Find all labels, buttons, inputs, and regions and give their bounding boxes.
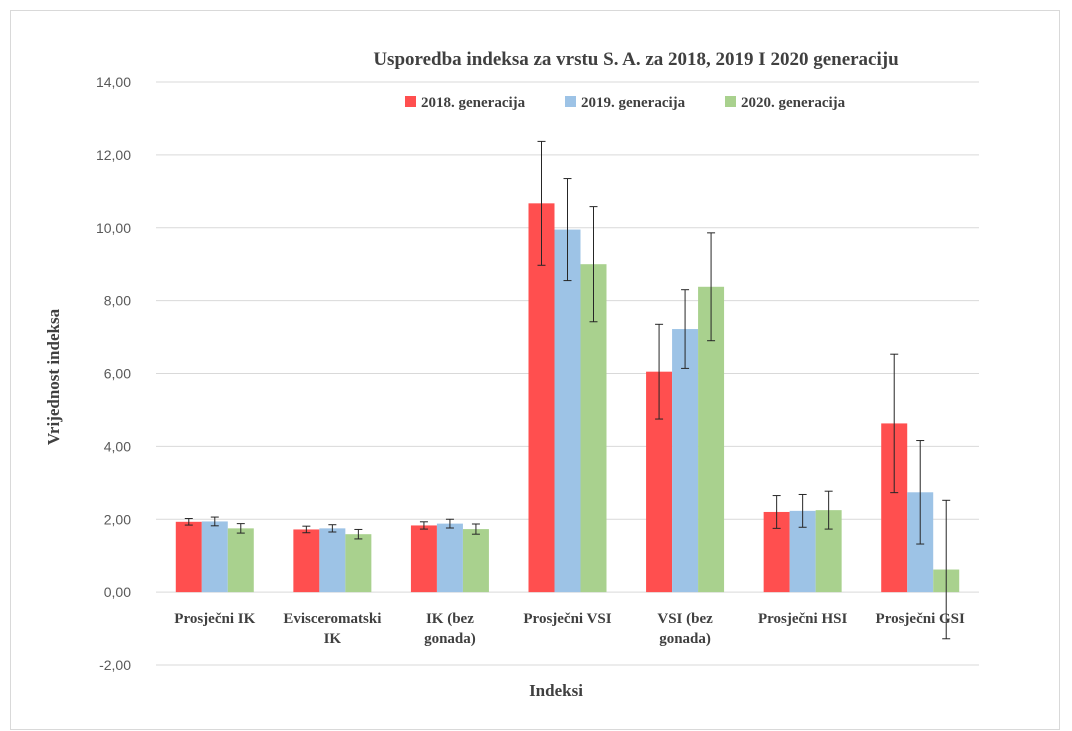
legend: 2018. generacija 2019. generacija 2020. ge…	[405, 95, 846, 111]
x-tick-label: Prosječni VSI	[523, 611, 611, 627]
y-tick-label: 8,00	[104, 293, 131, 309]
x-tick-label: Prosječni IK	[174, 611, 255, 627]
y-tick-label: 0,00	[104, 584, 131, 600]
x-tick-label: IK (bez	[426, 611, 474, 627]
legend-swatch	[725, 96, 736, 107]
bar	[201, 521, 228, 593]
y-axis-title: Vrijednost indeksa	[44, 308, 63, 445]
x-tick-label: Evisceromatski	[283, 611, 381, 627]
x-tick-label: IK	[324, 631, 342, 647]
error-bars	[184, 140, 951, 640]
bar	[462, 529, 489, 593]
x-axis-categories: Prosječni IK Evisceromatski IK IK (bez gonad…	[174, 611, 965, 647]
bars	[175, 203, 960, 593]
bar	[528, 203, 555, 593]
bar	[345, 534, 372, 593]
legend-label: 2019. generacija	[581, 95, 686, 111]
legend-label: 2018. generacija	[421, 95, 526, 111]
x-tick-label: Prosječni HSI	[758, 611, 847, 627]
chart-title: Usporedba indeksa za vrstu S. A. za 2018…	[373, 49, 899, 70]
legend-swatch	[405, 96, 416, 107]
legend-label: 2020. generacija	[741, 95, 846, 111]
y-tick-label: -2,00	[99, 657, 131, 673]
y-tick-label: 2,00	[104, 511, 131, 527]
bar	[410, 525, 437, 593]
bar	[554, 229, 581, 593]
bar	[672, 329, 699, 593]
bar	[436, 523, 463, 593]
legend-swatch	[565, 96, 576, 107]
bar	[175, 521, 202, 593]
x-tick-label: VSI (bez	[657, 611, 713, 627]
x-tick-label: Prosječni GSI	[876, 611, 965, 627]
x-axis-title: Indeksi	[529, 681, 583, 700]
y-tick-label: 4,00	[104, 438, 131, 454]
y-tick-label: 14,00	[96, 74, 131, 90]
chart-frame: Usporedba indeksa za vrstu S. A. za 2018…	[10, 10, 1060, 730]
bar-chart: Usporedba indeksa za vrstu S. A. za 2018…	[44, 49, 979, 700]
y-tick-label: 12,00	[96, 147, 131, 163]
bar	[319, 528, 346, 593]
y-axis-ticks: -2,00 0,00 2,00 4,00 6,00 8,00 10,00 12,00 14,00	[96, 74, 131, 673]
y-tick-label: 6,00	[104, 366, 131, 382]
x-tick-label: gonada)	[659, 631, 711, 647]
bar	[227, 528, 254, 593]
x-tick-label: gonada)	[424, 631, 476, 647]
y-tick-label: 10,00	[96, 220, 131, 236]
bar	[293, 529, 320, 593]
